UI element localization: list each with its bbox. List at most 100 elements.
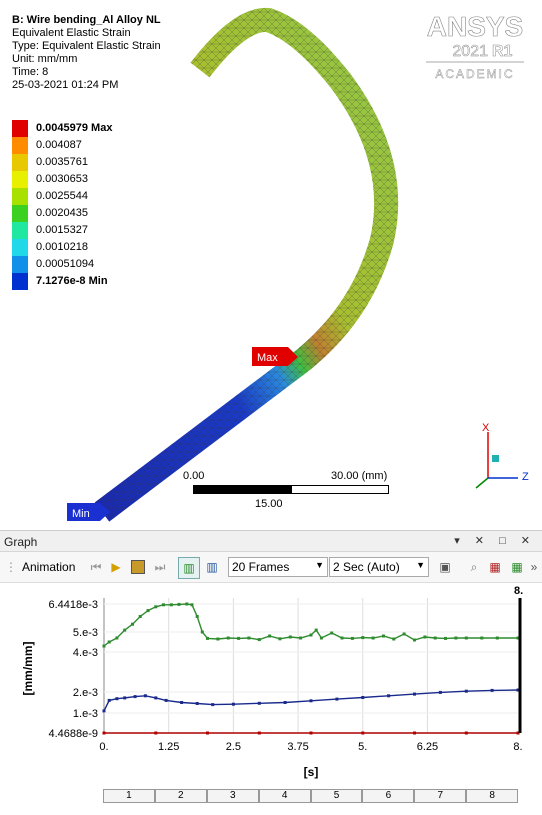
series-point xyxy=(361,731,365,735)
series-point xyxy=(480,636,484,640)
series-point xyxy=(387,694,391,698)
scale-left: 0.00 xyxy=(183,470,205,482)
series-point xyxy=(444,636,447,640)
legend-label: 7.1276e-8 Min xyxy=(36,275,108,287)
distributed-frames-icon[interactable]: ▥ xyxy=(178,557,200,579)
legend-label: 0.0015327 xyxy=(36,224,88,236)
wire-mesh xyxy=(94,7,399,522)
frame-cell[interactable]: 7 xyxy=(414,789,467,803)
y-tick-label: 6.4418e-3 xyxy=(48,599,98,611)
series-point xyxy=(309,699,313,703)
previous-frame-icon[interactable]: ⏮ xyxy=(90,559,102,574)
legend-label: 0.0045979 Max xyxy=(36,122,113,134)
wire-model[interactable]: X Z Max Min xyxy=(0,0,542,527)
logo-version: 2021 xyxy=(452,43,488,60)
chart-options-icon[interactable]: ▦ xyxy=(511,560,523,574)
y-tick-label: 5.e-3 xyxy=(73,627,98,639)
series-point xyxy=(335,697,339,701)
toolbar-grip-icon: ⋮ xyxy=(5,560,17,574)
logo-brand: ANSYS xyxy=(427,11,523,42)
frame-cell[interactable]: 5 xyxy=(310,789,363,803)
graph-panel-title: Graph xyxy=(4,535,38,549)
result-sets-icon[interactable]: ▥ xyxy=(206,560,218,574)
result-header: B: Wire bending_Al Alloy NL Equivalent E… xyxy=(12,14,161,92)
series-point xyxy=(257,701,261,705)
stop-icon[interactable] xyxy=(128,557,148,577)
series-point xyxy=(131,622,134,626)
legend-label: 0.004087 xyxy=(36,139,82,151)
x-tick-label: 8. xyxy=(513,741,522,753)
series-point xyxy=(288,635,292,639)
duration-dropdown[interactable]: 2 Sec (Auto) ▼ xyxy=(329,557,429,577)
min-flag xyxy=(67,503,110,521)
x-tick-label: 2.5 xyxy=(226,741,241,753)
toolbar-overflow-icon[interactable]: » xyxy=(530,560,538,574)
y-tick-label: 4.4688e-9 xyxy=(48,728,98,740)
frame-cell[interactable]: 6 xyxy=(362,789,415,803)
series-point xyxy=(154,605,158,609)
result-type: Type: Equivalent Elastic Strain xyxy=(12,40,161,52)
series-point xyxy=(371,636,375,640)
strain-time-chart[interactable]: 0. 1.25 2.5 3.75 5. 6.25 8. 4.4688e-9 1.e-3 2.e-3… xyxy=(0,582,542,787)
frames-dropdown[interactable]: 20 Frames ▼ xyxy=(228,557,328,577)
series-point xyxy=(278,637,282,641)
series-point xyxy=(123,696,127,700)
series-point xyxy=(340,636,344,640)
scale-mid: 15.00 xyxy=(255,498,283,510)
frame-cell[interactable]: 4 xyxy=(258,789,311,803)
series-point xyxy=(350,636,354,640)
series-point xyxy=(143,694,147,698)
legend-swatch xyxy=(12,137,28,154)
series-point xyxy=(169,603,173,607)
series-point xyxy=(211,703,215,707)
series-point xyxy=(231,702,235,706)
frame-cell[interactable]: 1 xyxy=(103,789,155,803)
duration-value: 2 Sec (Auto) xyxy=(333,560,400,574)
logo-edition: ACADEMIC xyxy=(435,67,514,81)
series-point xyxy=(516,688,520,692)
play-icon[interactable]: ▶ xyxy=(111,560,121,574)
result-date: 25-03-2021 01:24 PM xyxy=(12,79,119,91)
legend-swatch xyxy=(12,120,28,137)
triad-z-label: Z xyxy=(522,471,529,483)
series-point xyxy=(206,731,209,735)
frame-cell[interactable]: 3 xyxy=(206,789,259,803)
series-point xyxy=(185,602,189,606)
min-label: Min xyxy=(72,508,90,520)
export-video-icon[interactable]: ▣ xyxy=(439,560,451,574)
series-point xyxy=(464,689,468,693)
series-point xyxy=(216,637,220,641)
result-time: Time: 8 xyxy=(12,66,49,78)
panel-window-controls[interactable]: ▾ ✕ □ ✕ xyxy=(454,535,536,547)
next-frame-icon[interactable]: ⏭ xyxy=(154,559,166,574)
series-point xyxy=(268,634,272,638)
model-title: B: Wire bending_Al Alloy NL xyxy=(12,14,161,26)
animation-toolbar: ⋮ Animation ⏮ ▶ ⏭ ▥ ▥ 20 Frames ▼ 2 Sec … xyxy=(0,552,542,583)
zoom-icon[interactable]: ⌕ xyxy=(470,559,478,574)
series-point xyxy=(195,615,199,618)
legend-swatch xyxy=(12,205,28,222)
series-line xyxy=(103,603,518,647)
color-grid-icon[interactable]: ▦ xyxy=(489,560,501,574)
series-point xyxy=(413,692,416,696)
series-point xyxy=(454,636,458,640)
chevron-down-icon: ▼ xyxy=(315,560,324,570)
frame-cell[interactable]: 8 xyxy=(466,789,519,803)
model-viewport[interactable]: X Z Max Min B: Wire bending_Al Alloy NL … xyxy=(0,0,542,527)
series-point xyxy=(107,640,111,644)
ansys-logo: ANSYS 2021 R1 ACADEMIC xyxy=(426,11,524,81)
scale-bar-graphic xyxy=(193,485,389,494)
series-point xyxy=(257,731,261,735)
series-point xyxy=(433,636,437,640)
legend-swatch xyxy=(12,256,28,273)
frame-cell[interactable]: 2 xyxy=(154,789,207,803)
triad-x-label: X xyxy=(482,422,490,434)
series-point xyxy=(382,634,385,638)
frames-value: 20 Frames xyxy=(232,560,290,574)
legend-swatch xyxy=(12,171,28,188)
series-point xyxy=(361,696,365,699)
series-point xyxy=(154,731,158,735)
x-axis-label: [s] xyxy=(304,765,319,779)
series-point xyxy=(314,628,318,632)
